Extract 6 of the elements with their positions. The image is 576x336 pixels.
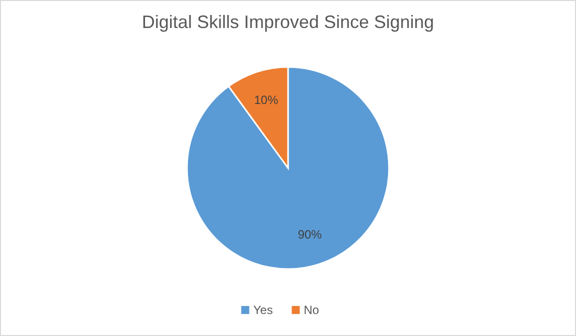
legend-label: Yes — [253, 303, 273, 317]
pie-slice — [186, 66, 390, 270]
legend-label: No — [304, 303, 320, 317]
data-label: 90% — [298, 227, 322, 242]
data-label: 10% — [254, 92, 278, 107]
chart-title: Digital Skills Improved Since Signing — [142, 12, 434, 32]
